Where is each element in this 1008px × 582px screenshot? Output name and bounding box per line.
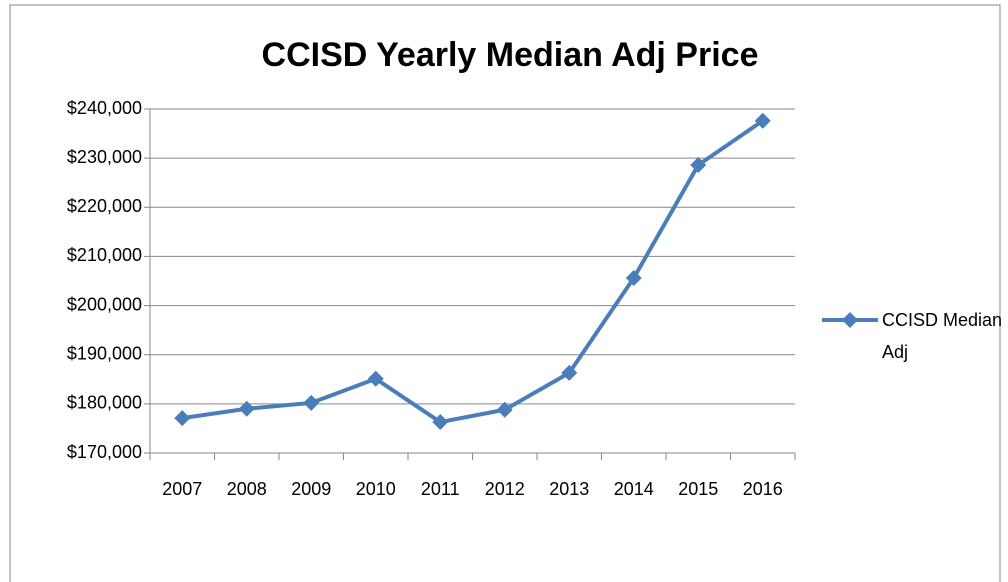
x-tick-label: 2007: [162, 479, 202, 499]
chart-title: CCISD Yearly Median Adj Price: [262, 36, 759, 74]
data-point: [754, 112, 771, 129]
x-tick-label: 2013: [549, 479, 589, 499]
legend-entry: CCISD Median Adj: [882, 310, 1003, 362]
x-tick-label: 2015: [678, 479, 718, 499]
y-tick-label: $220,000: [67, 196, 142, 216]
data-point: [496, 401, 513, 418]
x-tick-label: 2008: [227, 479, 267, 499]
x-tick-label: 2014: [614, 479, 654, 499]
data-point: [174, 410, 191, 427]
y-tick-label: $170,000: [67, 442, 142, 462]
legend-label: CCISD Median Adj: [882, 310, 1003, 362]
legend-marker: [842, 312, 858, 328]
data-point: [690, 157, 707, 174]
data-point: [367, 370, 384, 387]
x-tick-label: 2016: [743, 479, 783, 499]
chart-border: [9, 4, 1001, 582]
y-tick-label: $230,000: [67, 147, 142, 167]
data-point: [625, 270, 642, 287]
x-tick-label: 2010: [356, 479, 396, 499]
y-tick-label: $210,000: [67, 245, 142, 265]
x-tick-label: 2011: [421, 479, 460, 499]
data-point: [303, 394, 320, 411]
x-tick-label: 2009: [291, 479, 331, 499]
series-line: [181, 119, 764, 425]
data-point: [432, 414, 449, 431]
y-tick-label: $240,000: [67, 98, 142, 118]
y-tick-label: $180,000: [67, 393, 142, 413]
x-tick-label: 2012: [485, 479, 525, 499]
data-point: [238, 400, 255, 417]
y-tick-label: $190,000: [67, 343, 142, 363]
y-tick-label: $200,000: [67, 294, 142, 314]
data-point: [561, 364, 578, 381]
